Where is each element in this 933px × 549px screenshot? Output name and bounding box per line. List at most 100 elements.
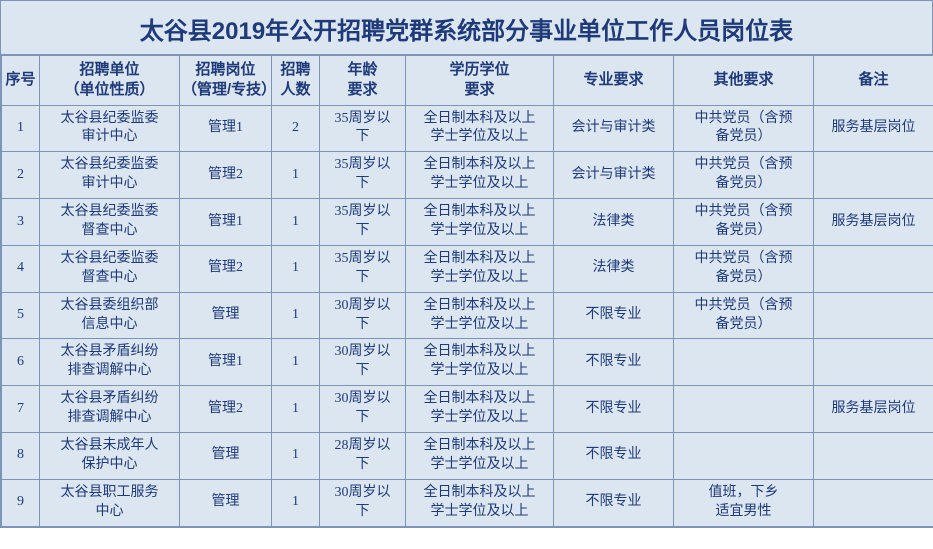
cell-unit: 太谷县纪委监委督查中心 bbox=[40, 199, 180, 246]
cell-edu: 全日制本科及以上学士学位及以上 bbox=[406, 292, 554, 339]
cell-post: 管理 bbox=[180, 292, 272, 339]
cell-unit: 太谷县矛盾纠纷排查调解中心 bbox=[40, 386, 180, 433]
cell-num: 2 bbox=[272, 105, 320, 152]
cell-other: 值班，下乡适宜男性 bbox=[674, 479, 814, 526]
cell-num: 1 bbox=[272, 479, 320, 526]
cell-post: 管理 bbox=[180, 479, 272, 526]
cell-seq: 7 bbox=[2, 386, 40, 433]
cell-age: 30周岁以下 bbox=[320, 479, 406, 526]
table-row: 8太谷县未成年人保护中心管理128周岁以下全日制本科及以上学士学位及以上不限专业 bbox=[2, 432, 933, 479]
cell-note bbox=[814, 292, 933, 339]
cell-post: 管理2 bbox=[180, 245, 272, 292]
cell-unit: 太谷县矛盾纠纷排查调解中心 bbox=[40, 339, 180, 386]
cell-edu: 全日制本科及以上学士学位及以上 bbox=[406, 105, 554, 152]
cell-seq: 6 bbox=[2, 339, 40, 386]
cell-note bbox=[814, 152, 933, 199]
cell-other: 中共党员（含预备党员） bbox=[674, 105, 814, 152]
cell-other: 中共党员（含预备党员） bbox=[674, 199, 814, 246]
cell-unit: 太谷县职工服务中心 bbox=[40, 479, 180, 526]
cell-major: 法律类 bbox=[554, 199, 674, 246]
cell-seq: 5 bbox=[2, 292, 40, 339]
recruitment-table: 序号 招聘单位（单位性质） 招聘岗位（管理/专技） 招聘人数 年龄要求 学历学位… bbox=[1, 55, 933, 527]
cell-seq: 3 bbox=[2, 199, 40, 246]
cell-seq: 4 bbox=[2, 245, 40, 292]
cell-seq: 9 bbox=[2, 479, 40, 526]
cell-major: 不限专业 bbox=[554, 386, 674, 433]
col-post: 招聘岗位（管理/专技） bbox=[180, 56, 272, 106]
cell-unit: 太谷县纪委监委审计中心 bbox=[40, 152, 180, 199]
col-num: 招聘人数 bbox=[272, 56, 320, 106]
cell-age: 35周岁以下 bbox=[320, 105, 406, 152]
cell-other: 中共党员（含预备党员） bbox=[674, 292, 814, 339]
col-major: 专业要求 bbox=[554, 56, 674, 106]
table-row: 2太谷县纪委监委审计中心管理2135周岁以下全日制本科及以上学士学位及以上会计与… bbox=[2, 152, 933, 199]
cell-num: 1 bbox=[272, 386, 320, 433]
cell-major: 不限专业 bbox=[554, 479, 674, 526]
col-seq: 序号 bbox=[2, 56, 40, 106]
table-row: 3太谷县纪委监委督查中心管理1135周岁以下全日制本科及以上学士学位及以上法律类… bbox=[2, 199, 933, 246]
cell-other bbox=[674, 386, 814, 433]
cell-num: 1 bbox=[272, 432, 320, 479]
table-row: 9太谷县职工服务中心管理130周岁以下全日制本科及以上学士学位及以上不限专业值班… bbox=[2, 479, 933, 526]
cell-num: 1 bbox=[272, 292, 320, 339]
col-other: 其他要求 bbox=[674, 56, 814, 106]
cell-edu: 全日制本科及以上学士学位及以上 bbox=[406, 152, 554, 199]
table-header-row: 序号 招聘单位（单位性质） 招聘岗位（管理/专技） 招聘人数 年龄要求 学历学位… bbox=[2, 56, 933, 106]
col-age: 年龄要求 bbox=[320, 56, 406, 106]
col-note: 备注 bbox=[814, 56, 933, 106]
cell-age: 35周岁以下 bbox=[320, 152, 406, 199]
col-unit: 招聘单位（单位性质） bbox=[40, 56, 180, 106]
cell-edu: 全日制本科及以上学士学位及以上 bbox=[406, 479, 554, 526]
cell-unit: 太谷县未成年人保护中心 bbox=[40, 432, 180, 479]
cell-major: 不限专业 bbox=[554, 292, 674, 339]
cell-num: 1 bbox=[272, 245, 320, 292]
cell-note bbox=[814, 432, 933, 479]
cell-major: 会计与审计类 bbox=[554, 105, 674, 152]
cell-post: 管理1 bbox=[180, 339, 272, 386]
cell-major: 会计与审计类 bbox=[554, 152, 674, 199]
cell-seq: 2 bbox=[2, 152, 40, 199]
cell-edu: 全日制本科及以上学士学位及以上 bbox=[406, 432, 554, 479]
table-row: 5太谷县委组织部信息中心管理130周岁以下全日制本科及以上学士学位及以上不限专业… bbox=[2, 292, 933, 339]
cell-edu: 全日制本科及以上学士学位及以上 bbox=[406, 245, 554, 292]
cell-age: 30周岁以下 bbox=[320, 339, 406, 386]
cell-age: 30周岁以下 bbox=[320, 292, 406, 339]
table-row: 6太谷县矛盾纠纷排查调解中心管理1130周岁以下全日制本科及以上学士学位及以上不… bbox=[2, 339, 933, 386]
cell-note bbox=[814, 339, 933, 386]
cell-edu: 全日制本科及以上学士学位及以上 bbox=[406, 199, 554, 246]
cell-unit: 太谷县委组织部信息中心 bbox=[40, 292, 180, 339]
cell-num: 1 bbox=[272, 199, 320, 246]
cell-unit: 太谷县纪委监委审计中心 bbox=[40, 105, 180, 152]
cell-num: 1 bbox=[272, 152, 320, 199]
cell-major: 法律类 bbox=[554, 245, 674, 292]
table-row: 7太谷县矛盾纠纷排查调解中心管理2130周岁以下全日制本科及以上学士学位及以上不… bbox=[2, 386, 933, 433]
cell-note: 服务基层岗位 bbox=[814, 105, 933, 152]
cell-other: 中共党员（含预备党员） bbox=[674, 245, 814, 292]
cell-note bbox=[814, 245, 933, 292]
cell-edu: 全日制本科及以上学士学位及以上 bbox=[406, 339, 554, 386]
cell-other bbox=[674, 339, 814, 386]
cell-note: 服务基层岗位 bbox=[814, 199, 933, 246]
cell-num: 1 bbox=[272, 339, 320, 386]
table-row: 1太谷县纪委监委审计中心管理1235周岁以下全日制本科及以上学士学位及以上会计与… bbox=[2, 105, 933, 152]
cell-post: 管理1 bbox=[180, 199, 272, 246]
cell-age: 35周岁以下 bbox=[320, 245, 406, 292]
cell-note: 服务基层岗位 bbox=[814, 386, 933, 433]
table-container: 太谷县2019年公开招聘党群系统部分事业单位工作人员岗位表 序号 招聘单位（单位… bbox=[0, 0, 933, 528]
cell-major: 不限专业 bbox=[554, 432, 674, 479]
col-edu: 学历学位要求 bbox=[406, 56, 554, 106]
cell-other: 中共党员（含预备党员） bbox=[674, 152, 814, 199]
cell-post: 管理2 bbox=[180, 152, 272, 199]
cell-age: 35周岁以下 bbox=[320, 199, 406, 246]
cell-post: 管理2 bbox=[180, 386, 272, 433]
cell-seq: 8 bbox=[2, 432, 40, 479]
cell-age: 30周岁以下 bbox=[320, 386, 406, 433]
cell-other bbox=[674, 432, 814, 479]
table-row: 4太谷县纪委监委督查中心管理2135周岁以下全日制本科及以上学士学位及以上法律类… bbox=[2, 245, 933, 292]
cell-post: 管理 bbox=[180, 432, 272, 479]
cell-major: 不限专业 bbox=[554, 339, 674, 386]
cell-post: 管理1 bbox=[180, 105, 272, 152]
cell-age: 28周岁以下 bbox=[320, 432, 406, 479]
cell-note bbox=[814, 479, 933, 526]
cell-seq: 1 bbox=[2, 105, 40, 152]
